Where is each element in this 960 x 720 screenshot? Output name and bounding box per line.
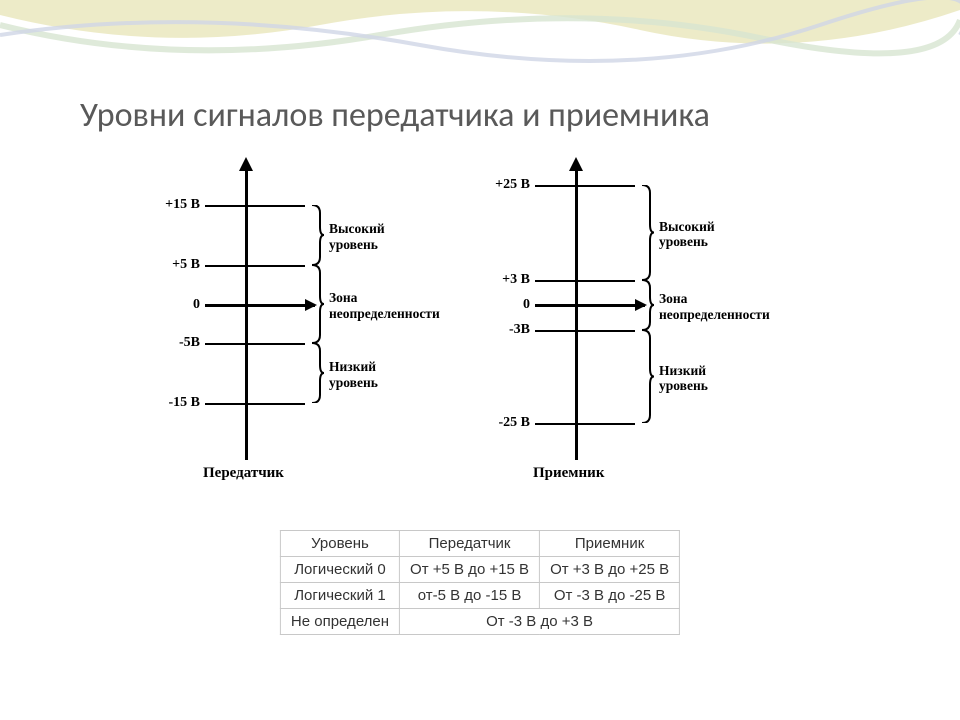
zone-label: Высокий уровень [329, 221, 385, 252]
level-label: -3В [475, 322, 530, 338]
signal-levels-diagram: +15 В +5 В 0 -5В -15 В Высокий уровень Зона … [145, 155, 825, 495]
table-cell: Логический 0 [280, 557, 399, 583]
zone-label: Низкий уровень [329, 359, 378, 390]
levels-table: УровеньПередатчикПриемникЛогический 0От … [280, 530, 680, 635]
zone-label: Зона неопределенности [659, 291, 770, 322]
axis-title: Передатчик [203, 465, 284, 482]
level-label: 0 [145, 297, 200, 313]
level-label: -5В [145, 335, 200, 351]
level-label: +5 В [145, 257, 200, 273]
level-label: +15 В [145, 197, 200, 213]
zone-label: Зона неопределенности [329, 290, 440, 321]
level-label: -15 В [145, 395, 200, 411]
table-header: Приемник [540, 531, 680, 557]
zone-label: Высокий уровень [659, 219, 715, 250]
slide-decoration [0, 0, 960, 80]
receiver-axis: +25 В +3 В 0 -3В -25 В Высокий уровень Зона … [475, 155, 815, 495]
level-label: +3 В [475, 272, 530, 288]
table-cell: От +3 В до +25 В [540, 557, 680, 583]
slide-title: Уровни сигналов передатчика и приемника [80, 95, 710, 136]
transmitter-axis: +15 В +5 В 0 -5В -15 В Высокий уровень Зона … [145, 155, 485, 495]
axis-title: Приемник [533, 465, 604, 482]
table-cell: Не определен [280, 609, 399, 635]
table-cell: От +5 В до +15 В [400, 557, 540, 583]
table-header: Передатчик [400, 531, 540, 557]
zone-label: Низкий уровень [659, 363, 708, 394]
table-cell: от-5 В до -15 В [400, 583, 540, 609]
table-header: Уровень [280, 531, 399, 557]
level-label: 0 [475, 297, 530, 313]
level-label: -25 В [475, 415, 530, 431]
table-cell: От -3 В до +3 В [400, 609, 680, 635]
table-cell: От -3 В до -25 В [540, 583, 680, 609]
table-cell: Логический 1 [280, 583, 399, 609]
level-label: +25 В [475, 177, 530, 193]
